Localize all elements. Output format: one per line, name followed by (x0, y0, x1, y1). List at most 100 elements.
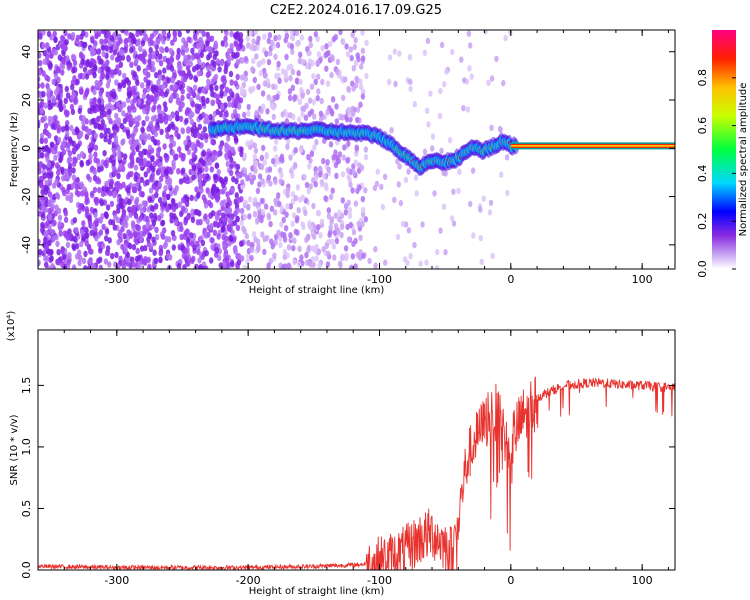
noise-cell (51, 78, 56, 86)
noise-cell (42, 172, 48, 179)
noise-cell (63, 216, 69, 223)
noise-cell (261, 58, 266, 65)
noise-cell (93, 156, 98, 164)
noise-cell (230, 186, 235, 194)
noise-cell (375, 168, 380, 175)
noise-cell (276, 192, 281, 199)
noise-cell (276, 72, 281, 80)
noise-cell (243, 70, 248, 77)
noise-cell (216, 150, 221, 158)
noise-cell (160, 83, 166, 91)
noise-cell (221, 74, 227, 82)
noise-cell (490, 252, 495, 260)
noise-cell (157, 167, 162, 174)
noise-cell (111, 147, 117, 154)
noise-cell (94, 218, 99, 225)
noise-cell (360, 206, 366, 214)
noise-cell (150, 135, 155, 143)
noise-cell (290, 48, 295, 55)
noise-cell (422, 148, 428, 155)
noise-cell (316, 51, 322, 58)
noise-cell (112, 128, 118, 136)
noise-cell (447, 137, 453, 144)
noise-cell (134, 116, 139, 123)
noise-cell (347, 206, 353, 214)
noise-cell (44, 179, 49, 187)
noise-cell (163, 90, 169, 98)
x-tick-label: 100 (632, 273, 653, 286)
noise-cell (72, 59, 78, 67)
noise-cell (142, 132, 147, 139)
noise-cell (308, 41, 313, 49)
noise-cell (162, 67, 167, 74)
noise-cell (325, 261, 331, 268)
noise-cell (203, 197, 208, 205)
noise-cell (38, 248, 43, 256)
noise-cell (72, 235, 77, 243)
noise-cell (346, 199, 351, 206)
noise-cell (223, 142, 229, 149)
noise-cell (498, 126, 503, 134)
noise-cell (396, 181, 401, 188)
noise-cell (47, 207, 52, 215)
noise-cell (164, 114, 169, 121)
noise-cell (325, 159, 330, 166)
noise-cell (308, 183, 313, 190)
noise-cell (219, 200, 225, 207)
noise-cell (41, 70, 46, 77)
noise-cell (71, 174, 77, 181)
noise-cell (181, 167, 186, 174)
noise-cell (318, 110, 324, 118)
noise-cell (78, 202, 83, 210)
noise-cell (169, 65, 175, 72)
noise-cell (101, 44, 106, 51)
noise-cell (129, 162, 134, 169)
noise-cell (105, 59, 110, 66)
noise-cell (227, 206, 232, 214)
noise-cell (312, 233, 317, 240)
noise-cell (286, 244, 292, 251)
noise-cell (468, 200, 473, 208)
noise-cell (183, 230, 188, 238)
noise-cell (209, 257, 214, 264)
noise-cell (176, 262, 182, 269)
noise-cell (40, 194, 45, 201)
plot-frame (37, 29, 676, 270)
noise-cell (309, 150, 315, 158)
noise-cell (345, 51, 351, 58)
noise-cell (154, 234, 160, 241)
noise-cell (105, 245, 111, 252)
noise-cell (157, 107, 162, 115)
x-tick-label: -100 (367, 574, 392, 587)
noise-cell (408, 85, 413, 93)
noise-cell (256, 35, 261, 42)
noise-cell (256, 245, 261, 253)
noise-cell (285, 186, 291, 194)
noise-cell (107, 138, 112, 145)
noise-cell (129, 155, 135, 163)
noise-cell (307, 163, 312, 170)
noise-cell (268, 50, 273, 57)
noise-cell (149, 94, 154, 102)
noise-cell (290, 220, 295, 228)
noise-cell (204, 166, 209, 173)
noise-cell (177, 146, 182, 153)
noise-cell (67, 156, 72, 163)
noise-cell (328, 224, 333, 231)
noise-cell (246, 252, 251, 260)
noise-cell (280, 264, 286, 269)
noise-cell (279, 171, 284, 178)
y-tick-label: 0.0 (20, 561, 33, 579)
noise-cell (55, 120, 60, 127)
noise-cell (243, 199, 248, 206)
colorbar-tick-label: 0.8 (696, 69, 709, 87)
noise-cell (208, 113, 213, 121)
noise-cell (393, 80, 398, 88)
noise-cell (166, 193, 171, 201)
noise-cell (219, 84, 224, 91)
noise-cell (162, 227, 167, 234)
noise-cell (148, 47, 153, 54)
noise-cell (101, 50, 106, 58)
noise-cell (92, 186, 98, 194)
noise-cell (279, 205, 285, 212)
